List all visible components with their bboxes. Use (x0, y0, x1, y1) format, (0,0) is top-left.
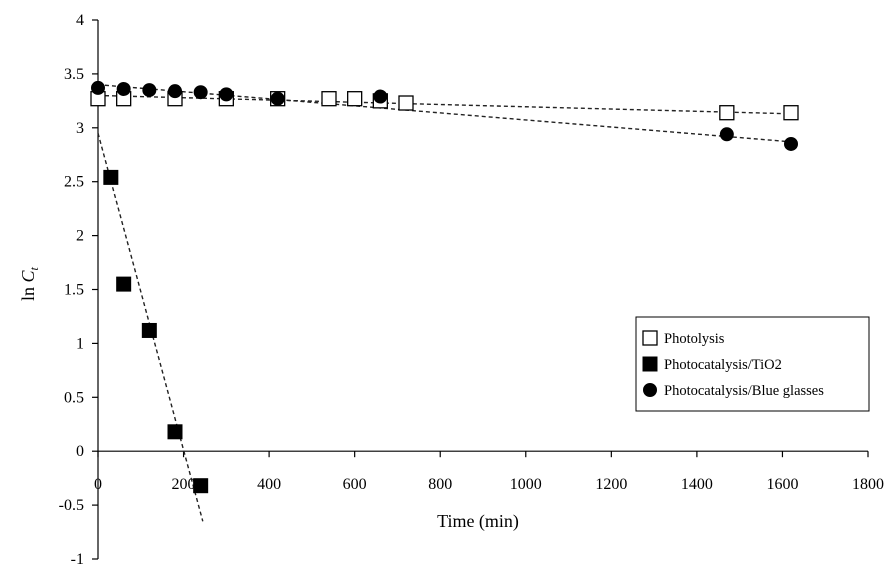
data-point-series-3 (784, 136, 798, 151)
trendline-series-2 (97, 133, 204, 522)
data-point-series-3 (91, 80, 105, 95)
data-point-series-2 (103, 169, 119, 185)
data-point-series-3 (373, 89, 388, 104)
data-point-series-3 (142, 83, 157, 98)
data-point-series-1 (719, 105, 735, 121)
y-tick-label: 2 (76, 228, 84, 245)
legend-marker-series-1 (642, 330, 658, 346)
legend-label: Photolysis (664, 331, 725, 347)
y-tick-label: 1.5 (64, 282, 84, 299)
y-tick-label: 2.5 (64, 174, 84, 191)
x-tick-label: 1000 (510, 476, 542, 493)
x-tick-label: 0 (94, 476, 102, 493)
x-tick-label: 1600 (766, 476, 798, 493)
y-tick-label: 0.5 (64, 389, 84, 406)
y-tick-label: 1 (76, 335, 84, 352)
x-tick-label: 200 (172, 476, 196, 493)
legend-marker-series-2 (642, 356, 658, 372)
data-point-series-1 (783, 105, 799, 121)
data-point-series-2 (193, 478, 209, 494)
axes: 4 3.5 3 2.5 2 1.5 1 0.5 0 -0.5 -1 0 200 400 600 800 1000… (18, 12, 884, 568)
y-tick-label: -0.5 (59, 497, 84, 514)
data-point-series-1 (398, 95, 414, 111)
data-point-series-2 (116, 276, 132, 292)
x-tick-label: 800 (428, 476, 452, 493)
data-point-series-3 (193, 85, 208, 100)
data-point-series-1 (347, 91, 363, 107)
legend-box (635, 316, 870, 412)
data-point-series-3 (270, 91, 285, 106)
x-tick-label: 400 (257, 476, 281, 493)
data-point-series-3 (219, 87, 234, 102)
legend-label: Photocatalysis/Blue glasses (664, 383, 824, 399)
trendlines (97, 83, 792, 522)
legend-marker-series-3 (643, 383, 657, 397)
y-tick-label: 4 (76, 12, 84, 29)
x-tick-label: 1400 (681, 476, 713, 493)
x-tick-label: 1200 (595, 476, 627, 493)
y-tick-label: 3.5 (64, 66, 84, 83)
legend-label: Photocatalysis/TiO2 (664, 357, 782, 373)
y-tick-label: 0 (76, 443, 84, 460)
data-point-series-2 (141, 322, 157, 338)
y-axis-title: ln Ct (18, 267, 41, 302)
data-points (90, 80, 799, 494)
x-tick-label: 1800 (852, 476, 884, 493)
data-point-series-3 (116, 81, 131, 96)
data-point-series-3 (168, 84, 182, 99)
y-tick-label: -1 (71, 551, 84, 568)
legend: Photolysis Photocatalysis/TiO2 Photocataly… (635, 316, 870, 412)
trendline-series-1 (97, 94, 792, 115)
x-axis-title: Time (min) (437, 511, 519, 532)
data-point-series-1 (321, 91, 337, 107)
data-point-series-3 (719, 127, 734, 142)
x-tick-label: 600 (343, 476, 367, 493)
y-tick-label: 3 (76, 120, 84, 137)
trendline-series-3 (97, 83, 792, 143)
data-point-series-2 (167, 424, 183, 440)
